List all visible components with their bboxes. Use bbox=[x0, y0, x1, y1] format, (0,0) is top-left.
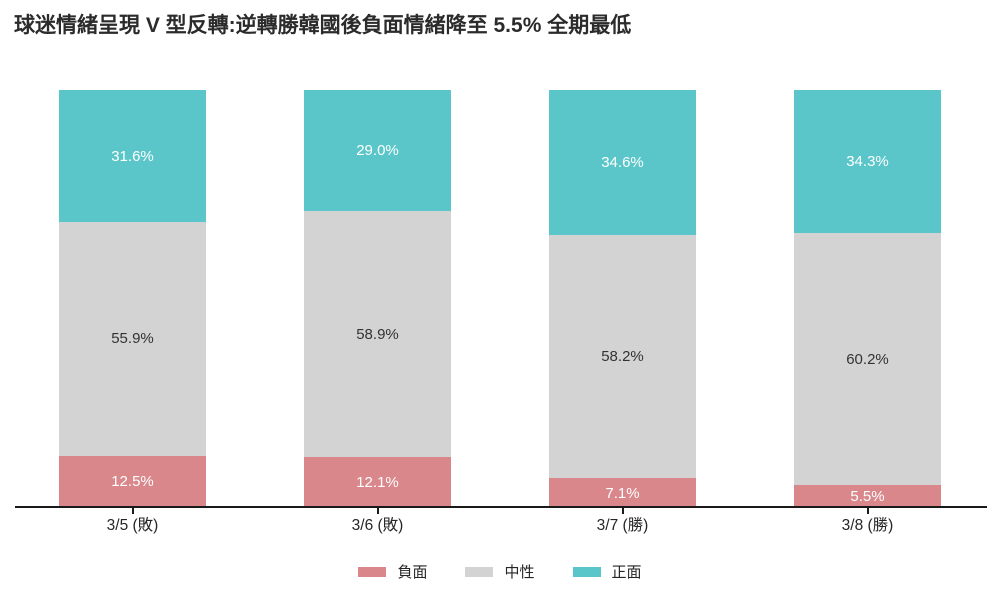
segment-value-label: 7.1% bbox=[605, 484, 640, 502]
segment-value-label: 58.2% bbox=[601, 348, 644, 366]
x-axis-tick bbox=[131, 508, 134, 514]
segment-value-label: 29.0% bbox=[356, 142, 399, 160]
x-axis-tick bbox=[376, 508, 379, 514]
stacked-bar: 5.5% 60.2% 34.3% bbox=[794, 88, 941, 508]
x-axis-tick bbox=[621, 508, 624, 514]
segment-value-label: 58.9% bbox=[356, 325, 399, 343]
legend-label: 正面 bbox=[611, 564, 642, 581]
chart-title: 球迷情緒呈現 V 型反轉:逆轉勝韓國後負面情緒降至 5.5% 全期最低 bbox=[14, 14, 632, 37]
bar-segment: 58.9% bbox=[304, 211, 451, 458]
segment-value-label: 34.6% bbox=[601, 154, 644, 172]
legend-item: 負面 bbox=[358, 561, 427, 582]
segment-value-label: 12.1% bbox=[356, 474, 399, 492]
bar-segment: 12.5% bbox=[59, 455, 206, 508]
x-axis-label: 3/5 (敗) bbox=[106, 517, 159, 534]
stacked-bar: 12.5% 55.9% 31.6% bbox=[59, 88, 206, 508]
legend-item: 正面 bbox=[572, 561, 642, 582]
legend-item: 中性 bbox=[465, 561, 535, 582]
segment-value-label: 31.6% bbox=[111, 147, 154, 165]
x-axis-label: 3/7 (勝) bbox=[596, 517, 649, 534]
x-axis-line bbox=[15, 506, 987, 508]
bar-segment: 7.1% bbox=[549, 478, 696, 508]
bar-segment: 60.2% bbox=[794, 233, 941, 486]
legend-swatch-icon bbox=[572, 566, 601, 577]
x-axis-label: 3/6 (敗) bbox=[351, 517, 404, 534]
segment-value-label: 55.9% bbox=[111, 330, 154, 348]
bar-segment: 29.0% bbox=[304, 90, 451, 212]
x-axis-label: 3/8 (勝) bbox=[841, 517, 894, 534]
stacked-bar: 7.1% 58.2% 34.6% bbox=[549, 88, 696, 508]
segment-value-label: 34.3% bbox=[846, 153, 889, 171]
bar-segment: 34.3% bbox=[794, 90, 941, 234]
segment-value-label: 60.2% bbox=[846, 350, 889, 368]
legend-swatch-icon bbox=[465, 566, 494, 577]
legend-swatch-icon bbox=[358, 566, 387, 577]
segment-value-label: 5.5% bbox=[850, 488, 885, 505]
bar-segment: 5.5% bbox=[794, 485, 941, 508]
legend: 負面 中性 正面 bbox=[0, 561, 1000, 582]
bar-segment: 31.6% bbox=[59, 90, 206, 223]
stacked-bar: 12.1% 58.9% 29.0% bbox=[304, 88, 451, 508]
legend-label: 負面 bbox=[397, 564, 428, 581]
bar-segment: 58.2% bbox=[549, 235, 696, 479]
x-axis-tick bbox=[866, 508, 869, 514]
bar-segment: 55.9% bbox=[59, 222, 206, 456]
legend-label: 中性 bbox=[504, 564, 535, 581]
bar-segment: 12.1% bbox=[304, 457, 451, 508]
segment-value-label: 12.5% bbox=[111, 473, 154, 491]
bar-segment: 34.6% bbox=[549, 90, 696, 236]
